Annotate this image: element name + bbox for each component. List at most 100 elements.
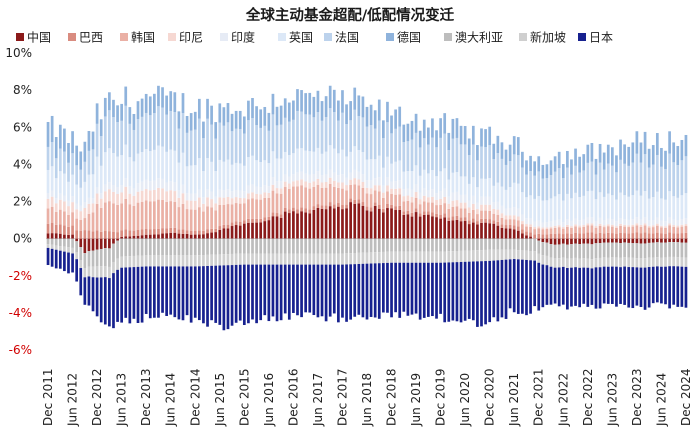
bar-segment — [255, 160, 258, 187]
bar-segment — [300, 264, 303, 318]
bar-segment — [463, 221, 467, 239]
bar-segment — [300, 171, 303, 180]
bar-segment — [365, 159, 369, 181]
bar-segment — [676, 165, 680, 198]
bar-segment — [459, 208, 463, 218]
bar-segment — [242, 264, 246, 326]
bar-segment — [124, 236, 128, 239]
bar-segment — [337, 120, 340, 154]
bar-segment — [267, 264, 271, 322]
bar-segment — [181, 193, 185, 204]
bar-segment — [46, 208, 50, 224]
bar-segment — [529, 260, 532, 314]
bar-segment — [157, 145, 160, 179]
bar-segment — [345, 124, 348, 157]
bar-segment — [422, 195, 426, 202]
bar-stack — [263, 106, 267, 316]
bar-segment — [312, 186, 316, 207]
bar-stack — [222, 107, 226, 331]
bar-segment — [357, 179, 361, 186]
bar-segment — [128, 267, 132, 324]
bar-segment — [234, 264, 238, 323]
bar-segment — [606, 242, 610, 258]
bar-segment — [165, 233, 168, 239]
bar-segment — [275, 193, 279, 214]
bar-segment — [50, 238, 54, 245]
bar-segment — [75, 259, 79, 282]
bar-segment — [635, 258, 639, 268]
bar-segment — [439, 251, 442, 263]
bar-segment — [341, 174, 344, 183]
bar-segment — [500, 205, 504, 214]
bar-segment — [586, 162, 590, 192]
bar-segment — [316, 171, 320, 179]
bar-segment — [431, 137, 434, 171]
x-tick-label: Dec 2014 — [188, 368, 202, 426]
x-tick-label: Jun 2019 — [409, 373, 423, 427]
bar-segment — [124, 198, 128, 230]
bar-segment — [197, 118, 201, 159]
bar-segment — [496, 153, 500, 183]
bar-segment — [283, 238, 287, 254]
bar-stack — [606, 144, 610, 304]
bar-segment — [504, 215, 508, 220]
bar-segment — [639, 267, 643, 307]
bar-segment — [54, 203, 58, 212]
bar-stack — [71, 131, 74, 273]
bar-segment — [197, 189, 201, 198]
bar-segment — [394, 251, 397, 263]
bar-stack — [476, 145, 479, 327]
bar-segment — [320, 187, 324, 206]
bar-stack — [435, 130, 438, 319]
bar-segment — [553, 225, 557, 228]
bar-segment — [283, 264, 287, 314]
bar-segment — [606, 226, 610, 233]
bar-segment — [165, 182, 168, 192]
bar-segment — [382, 212, 385, 239]
bar-segment — [242, 165, 246, 192]
bar-stack — [108, 92, 111, 327]
bar-segment — [647, 257, 651, 268]
bar-segment — [598, 143, 602, 163]
bar-segment — [529, 195, 532, 219]
bar-segment — [185, 255, 189, 267]
legend-item: 印度 — [220, 30, 255, 45]
bar-segment — [488, 223, 492, 239]
bar-segment — [54, 245, 58, 250]
bar-segment — [226, 228, 230, 239]
bar-segment — [103, 248, 107, 266]
bar-segment — [341, 188, 344, 206]
bar-segment — [165, 114, 168, 152]
bar-stack — [549, 160, 553, 305]
bar-segment — [230, 253, 234, 266]
bar-stack — [202, 121, 205, 324]
bar-segment — [132, 238, 136, 256]
bar-segment — [684, 193, 688, 219]
legend-swatch — [519, 33, 527, 41]
bar-segment — [332, 208, 336, 239]
bar-segment — [435, 193, 438, 200]
bar-segment — [46, 146, 50, 170]
bar-segment — [234, 162, 238, 190]
bar-segment — [651, 266, 655, 304]
bar-segment — [255, 199, 258, 219]
bar-segment — [259, 218, 263, 223]
bar-segment — [439, 118, 442, 138]
bar-segment — [193, 209, 197, 232]
bar-segment — [75, 252, 79, 260]
bar-segment — [435, 205, 438, 214]
bar-segment — [651, 196, 655, 221]
bar-segment — [63, 238, 66, 247]
bar-segment — [533, 221, 537, 228]
bar-segment — [443, 217, 447, 239]
bar-segment — [316, 147, 320, 172]
bar-segment — [594, 226, 598, 228]
bar-segment — [332, 253, 336, 265]
bar-segment — [279, 193, 283, 215]
bar-segment — [655, 257, 659, 267]
bar-segment — [545, 234, 549, 239]
bar-segment — [529, 238, 532, 251]
bar-segment — [296, 186, 299, 210]
bar-segment — [46, 223, 50, 234]
bar-segment — [426, 251, 430, 263]
